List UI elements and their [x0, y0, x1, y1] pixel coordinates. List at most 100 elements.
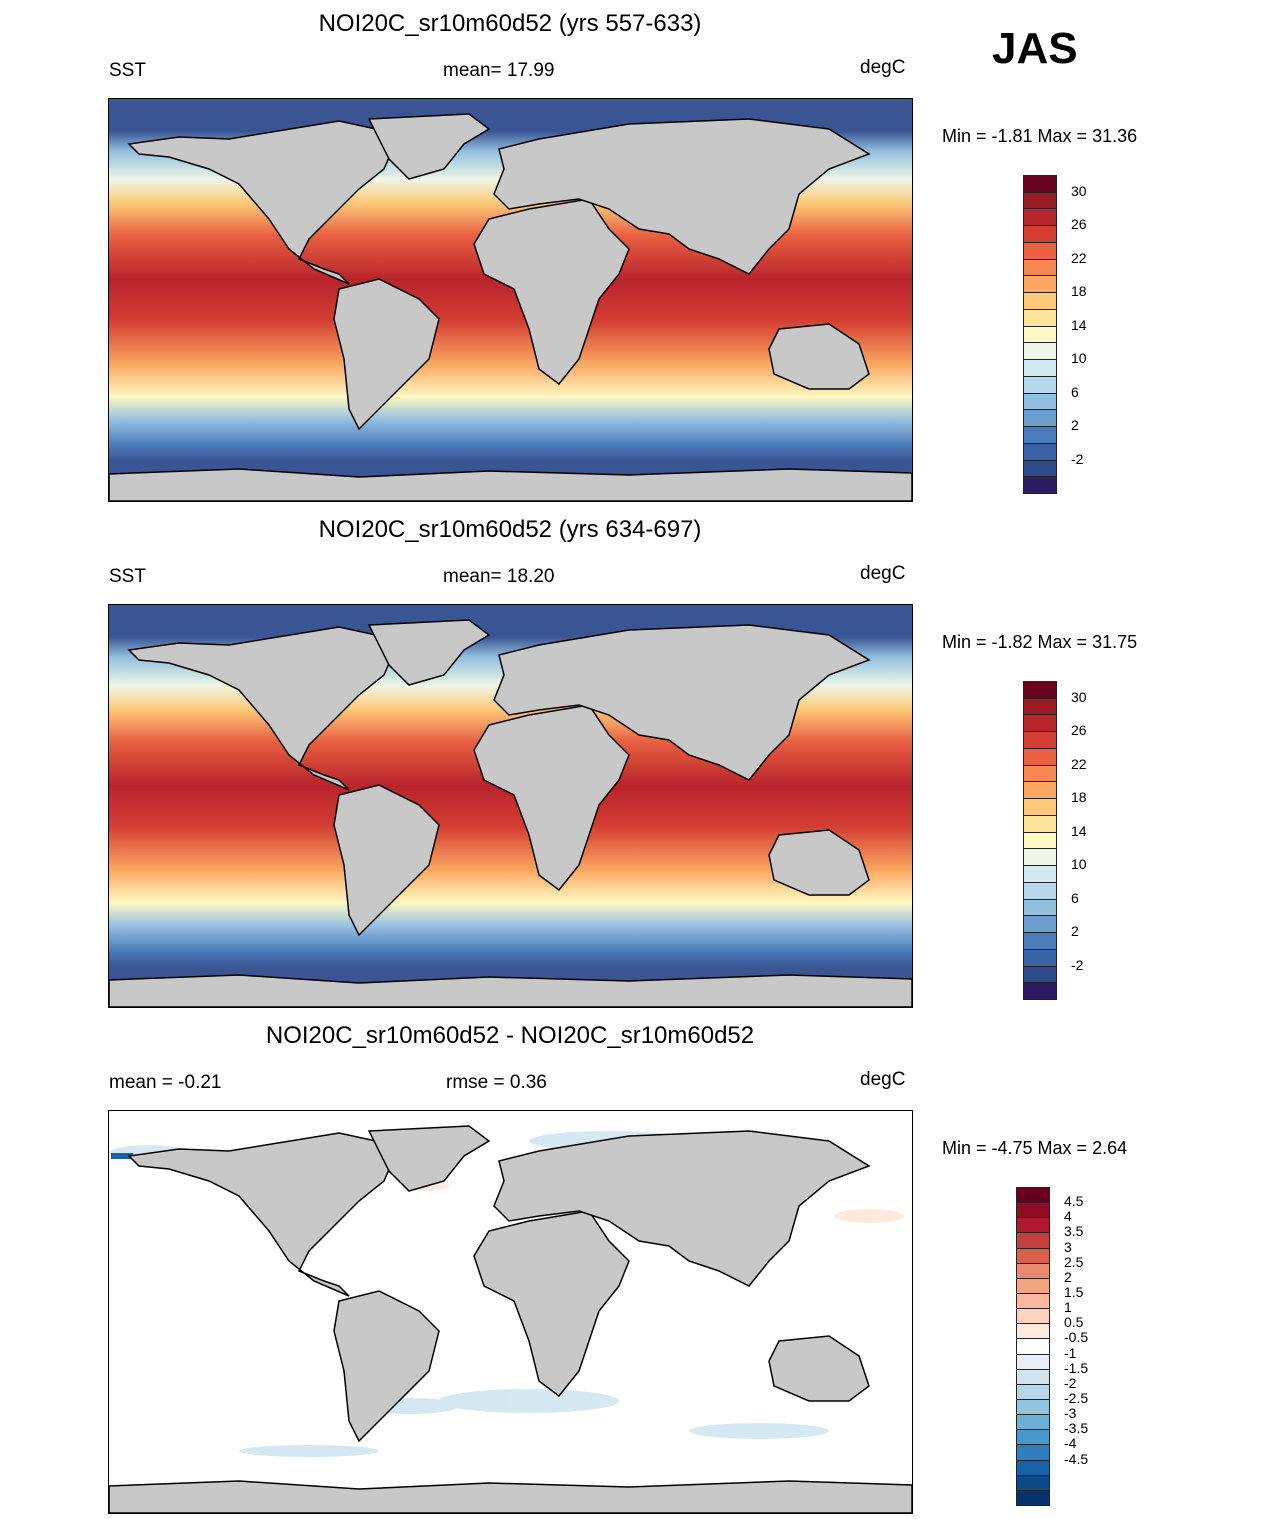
colorbar-segment: [1016, 1338, 1050, 1355]
colorbar-segment: [1023, 731, 1057, 749]
colorbar-tick-label: 30: [1071, 182, 1087, 199]
colorbar-tick-label: 30: [1071, 688, 1087, 705]
colorbar-tick-label: 14: [1071, 316, 1087, 333]
colorbar-tick-label: 14: [1071, 822, 1087, 839]
colorbar-segment: [1023, 814, 1057, 833]
colorbar-segment: [1023, 764, 1057, 783]
colorbar-segment: [1016, 1459, 1050, 1476]
panel3-title: NOI20C_sr10m60d52 - NOI20C_sr10m60d52: [265, 1022, 755, 1049]
colorbar-segment: [1023, 831, 1057, 850]
colorbar-tick-label: 1: [1064, 1299, 1072, 1316]
colorbar-segment: [1023, 681, 1057, 699]
colorbar-tick-label: 3: [1064, 1238, 1072, 1255]
colorbar-segment: [1023, 342, 1057, 361]
panel3-mean-label: mean = -0.21: [109, 1072, 222, 1093]
colorbar-segment: [1023, 476, 1057, 494]
colorbar-segment: [1023, 241, 1057, 260]
panel2-mean-label: mean= 18.20: [443, 566, 555, 587]
colorbar-segment: [1023, 865, 1057, 883]
colorbar-tick-label: 18: [1071, 789, 1087, 806]
colorbar-segment: [1023, 965, 1057, 984]
colorbar-tick-label: -3.5: [1064, 1420, 1089, 1437]
colorbar-segment: [1023, 848, 1057, 867]
panel2-title: NOI20C_sr10m60d52 (yrs 634-697): [318, 516, 702, 543]
colorbar-tick-label: 2.5: [1064, 1253, 1084, 1270]
colorbar-tick-label: 1.5: [1064, 1284, 1084, 1300]
colorbar-segment: [1023, 747, 1057, 766]
colorbar-segment: [1023, 225, 1057, 243]
colorbar-segment: [1023, 714, 1057, 733]
colorbar-segment: [1016, 1444, 1050, 1461]
panel2-variable-label: SST: [109, 566, 146, 587]
colorbar-segment: [1023, 325, 1057, 344]
colorbar-segment: [1016, 1232, 1050, 1249]
colorbar-tick-label: -2.5: [1064, 1390, 1089, 1406]
colorbar-segment: [1016, 1353, 1050, 1370]
colorbar-segment: [1016, 1217, 1050, 1234]
season-label: JAS: [992, 24, 1078, 73]
colorbar-segment: [1023, 375, 1057, 394]
colorbar-tick-label: 22: [1071, 755, 1087, 772]
panel3-map-canvas: [109, 1111, 912, 1513]
colorbar-segment: [1016, 1277, 1050, 1294]
panel1-minmax-label: Min = -1.81 Max = 31.36: [942, 126, 1138, 146]
panel3-units-label: degC: [860, 1069, 906, 1090]
panel1-colorbar: 30 26 22 18 14 10 6 2 -2: [1023, 175, 1133, 494]
colorbar-tick-label: -2: [1064, 1374, 1077, 1391]
colorbar-segment: [1016, 1293, 1050, 1310]
colorbar-segment: [1023, 409, 1057, 428]
colorbar-segment: [1016, 1323, 1050, 1340]
colorbar-tick-label: -0.5: [1064, 1329, 1089, 1346]
colorbar-segment: [1023, 258, 1057, 277]
colorbar-segment: [1023, 208, 1057, 227]
colorbar-tick-label: 10: [1071, 856, 1087, 873]
colorbar-segment: [1023, 359, 1057, 377]
colorbar-segment: [1023, 881, 1057, 900]
colorbar-segment: [1016, 1414, 1050, 1431]
colorbar-tick-label: -1: [1064, 1344, 1077, 1361]
panel1-map-canvas: [109, 99, 912, 501]
panel2-sst-map: [108, 604, 913, 1008]
colorbar-tick-label: 6: [1071, 383, 1079, 400]
colorbar-tick-label: -1.5: [1064, 1359, 1089, 1376]
panel1-mean-label: mean= 17.99: [443, 60, 555, 81]
colorbar-tick-label: 2: [1064, 1268, 1072, 1285]
colorbar-tick-label: 26: [1071, 216, 1087, 233]
colorbar-segment: [1023, 915, 1057, 934]
colorbar-tick-label: -2: [1071, 450, 1084, 467]
colorbar-segment: [1016, 1368, 1050, 1385]
colorbar-segment: [1016, 1308, 1050, 1325]
colorbar-tick-label: 18: [1071, 283, 1087, 300]
colorbar-segment: [1023, 798, 1057, 816]
panel2-map-canvas: [109, 605, 912, 1007]
colorbar-segment: [1023, 898, 1057, 917]
panel2-units-label: degC: [860, 563, 906, 584]
colorbar-tick-label: 0.5: [1064, 1314, 1084, 1331]
colorbar-segment: [1023, 175, 1057, 193]
colorbar-tick-label: 22: [1071, 249, 1087, 266]
colorbar-tick-label: 4: [1064, 1208, 1072, 1225]
colorbar-segment: [1023, 948, 1057, 967]
colorbar-tick-label: 2: [1071, 417, 1079, 434]
panel3-difference-map: [108, 1110, 913, 1514]
colorbar-segment: [1023, 982, 1057, 1000]
panel1-title: NOI20C_sr10m60d52 (yrs 557-633): [318, 10, 702, 37]
colorbar-segment: [1023, 392, 1057, 411]
panel3-colorbar: 4.5 4 3.5 3 2.5 2 1.5 1 0.5 -0.5 -1 -1.5 -2 -2.5 -3 -3.…: [1016, 1187, 1126, 1506]
colorbar-segment: [1016, 1399, 1050, 1416]
panel1-sst-map: [108, 98, 913, 502]
colorbar-segment: [1023, 308, 1057, 327]
colorbar-segment: [1016, 1202, 1050, 1219]
colorbar-tick-label: 4.5: [1064, 1193, 1084, 1210]
colorbar-segment: [1023, 697, 1057, 716]
colorbar-segment: [1023, 781, 1057, 800]
colorbar-tick-label: -2: [1071, 956, 1084, 973]
colorbar-segment: [1016, 1247, 1050, 1264]
colorbar-segment: [1016, 1429, 1050, 1446]
colorbar-tick-label: -4.5: [1064, 1450, 1089, 1467]
colorbar-tick-label: 10: [1071, 350, 1087, 367]
panel2-minmax-label: Min = -1.82 Max = 31.75: [942, 632, 1138, 652]
colorbar-tick-label: -4: [1064, 1435, 1077, 1452]
colorbar-tick-label: 2: [1071, 923, 1079, 940]
colorbar-tick-label: -3: [1064, 1405, 1077, 1422]
